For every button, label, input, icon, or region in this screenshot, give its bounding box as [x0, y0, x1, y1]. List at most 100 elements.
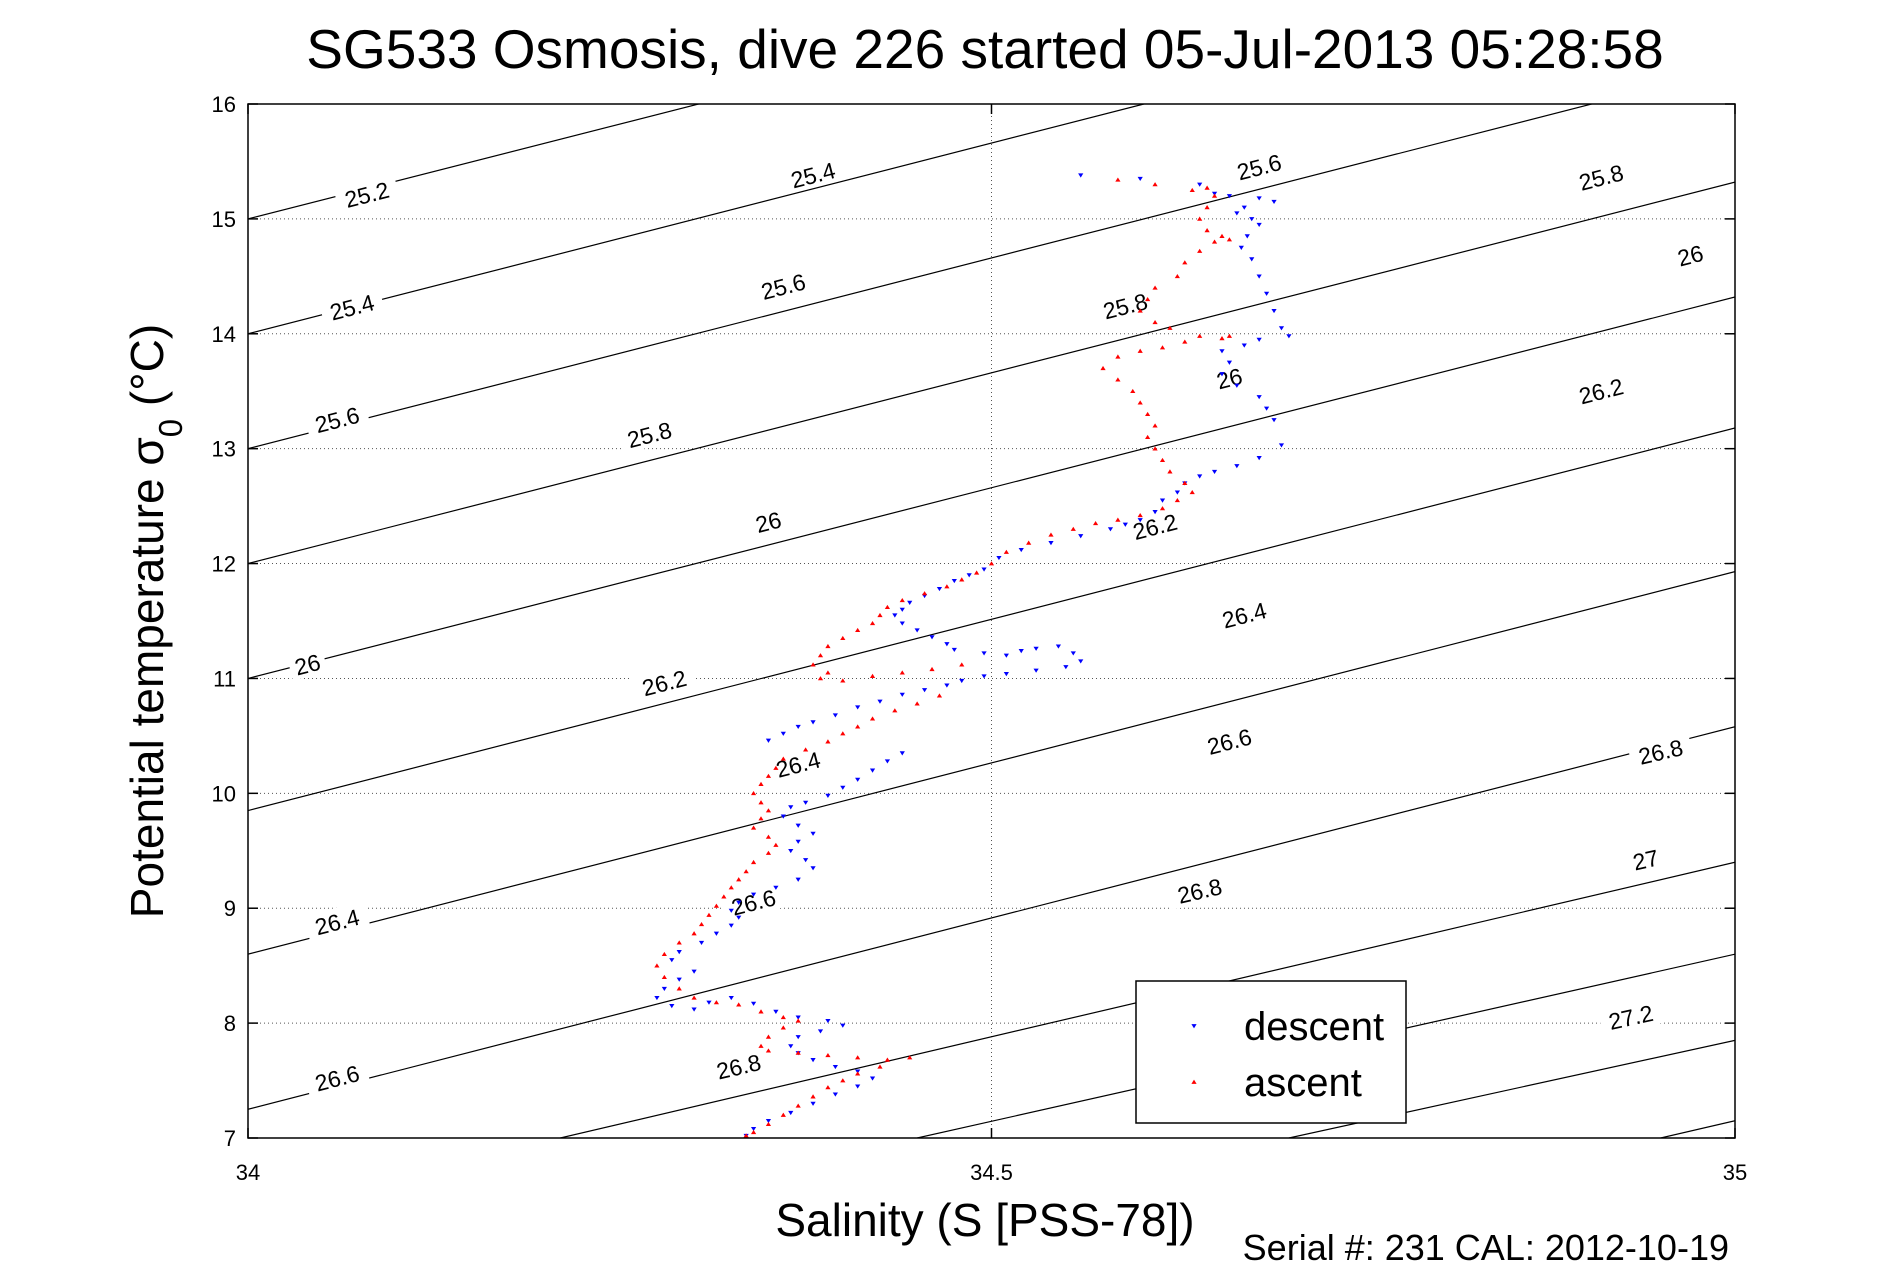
contour-label-bg [1669, 237, 1711, 272]
y-axis-label-unit: (°C) [121, 324, 173, 419]
data-point [899, 751, 905, 756]
data-point [765, 850, 772, 855]
data-point [981, 651, 987, 656]
data-point [698, 940, 705, 946]
data-point [1174, 498, 1180, 503]
data-point [1219, 336, 1225, 341]
contour-label-text: 26 [1675, 240, 1706, 272]
data-point [855, 1055, 861, 1060]
data-point [869, 716, 876, 721]
contour-label-bg [630, 661, 698, 703]
contour-label-bg [1121, 505, 1189, 547]
data-point [944, 584, 950, 589]
data-point [1189, 489, 1195, 495]
series-descent [654, 173, 1292, 1138]
data-point [676, 940, 682, 945]
data-point [728, 923, 734, 928]
data-point [810, 831, 816, 836]
data-point [1249, 217, 1255, 222]
data-point [1197, 182, 1203, 187]
data-point [1063, 665, 1069, 670]
data-point [713, 903, 720, 908]
data-point [1189, 187, 1195, 192]
data-point [1070, 526, 1076, 531]
data-point [676, 986, 682, 991]
contour-line [1660, 1120, 1735, 1138]
data-point [765, 1034, 772, 1039]
data-point [1256, 337, 1262, 342]
data-point [803, 800, 809, 805]
data-point [1256, 196, 1262, 201]
data-point [1226, 360, 1233, 365]
data-point [1115, 377, 1121, 382]
data-point [795, 1035, 801, 1040]
data-point [1033, 646, 1039, 651]
data-point [773, 765, 779, 770]
x-tick-label: 35 [1723, 1160, 1747, 1185]
data-point [936, 693, 943, 698]
data-point [691, 995, 697, 1000]
y-tick-label: 16 [212, 92, 236, 117]
data-point [1092, 521, 1099, 526]
data-point [1286, 334, 1292, 339]
data-point [661, 974, 667, 979]
x-axis-label: Salinity (S [PSS-78]) [775, 1194, 1194, 1246]
legend-marker [1191, 1024, 1197, 1029]
data-point [929, 666, 935, 672]
data-point [825, 1052, 831, 1058]
contour-label-bg [1597, 997, 1664, 1036]
data-point [959, 577, 965, 582]
y-tick-label: 10 [212, 781, 236, 806]
data-point [996, 555, 1002, 561]
data-point [899, 621, 905, 626]
data-point [1159, 498, 1166, 503]
data-point [1167, 469, 1173, 474]
data-point [1159, 345, 1166, 350]
data-point [750, 790, 757, 796]
data-point [1130, 388, 1136, 394]
data-point [765, 773, 772, 778]
data-point [1122, 522, 1128, 527]
x-tick-label: 34.5 [970, 1160, 1013, 1185]
contour-label-bg [1208, 360, 1250, 395]
data-point [758, 1009, 764, 1014]
data-point [750, 892, 757, 897]
data-point [921, 591, 928, 596]
contour-label-bg [333, 173, 400, 215]
data-point [1263, 406, 1270, 411]
data-point [1182, 480, 1188, 485]
data-point [832, 713, 838, 718]
data-point [1137, 308, 1143, 313]
data-point [840, 1078, 846, 1083]
contour-label-bg [303, 398, 371, 440]
data-point [736, 900, 742, 905]
data-point [884, 1057, 891, 1062]
data-point [795, 823, 801, 828]
data-point [750, 825, 757, 830]
data-point [780, 1015, 786, 1020]
y-tick-label: 12 [212, 552, 236, 577]
contour-label-bg [1225, 145, 1293, 187]
data-point [1263, 291, 1270, 296]
y-tick-label: 15 [212, 207, 236, 232]
contour-label-bg [779, 153, 847, 195]
contour-label-bg [1627, 731, 1694, 771]
data-point [661, 951, 667, 956]
data-point [758, 800, 764, 805]
data-point [907, 600, 913, 605]
data-point [795, 1015, 801, 1020]
legend-entries: descent ascent [1191, 1005, 1384, 1105]
data-point [869, 768, 876, 773]
data-point [1182, 339, 1188, 344]
y-tick-label: 13 [212, 437, 236, 462]
data-point [899, 597, 905, 603]
data-point [869, 673, 876, 678]
data-point [765, 1121, 772, 1127]
data-point [661, 986, 667, 991]
data-point [1145, 411, 1151, 417]
contour-label: 26 [747, 504, 789, 539]
data-point [951, 578, 957, 584]
data-point [1048, 532, 1054, 537]
data-point [825, 670, 831, 675]
data-point [780, 1025, 786, 1030]
